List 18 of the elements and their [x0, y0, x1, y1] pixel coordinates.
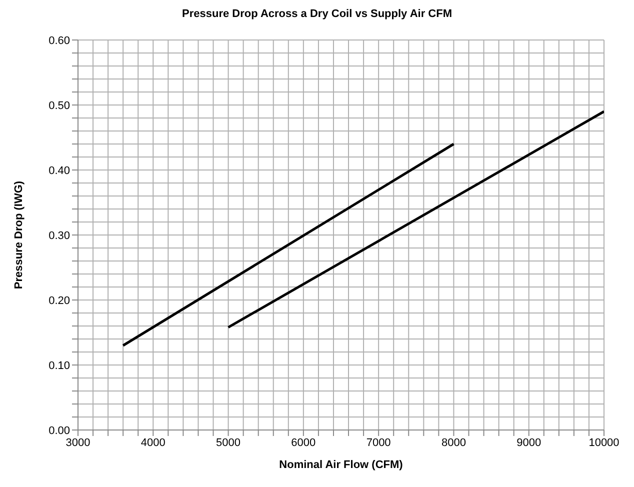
- x-axis-title: Nominal Air Flow (CFM): [279, 459, 404, 471]
- x-tick-label: 10000: [588, 436, 620, 449]
- x-tick-label: 9000: [516, 436, 542, 449]
- y-axis-title: Pressure Drop (IWG): [12, 180, 25, 290]
- x-tick-label: 8000: [441, 436, 466, 449]
- x-tick-label: 5000: [216, 436, 241, 449]
- y-tick-label: 0.10: [48, 360, 70, 372]
- y-tick-label: 0.00: [48, 424, 70, 437]
- chart-title: Pressure Drop Across a Dry Coil vs Supply Air CFM: [181, 8, 453, 22]
- y-tick-label: 0.50: [48, 100, 70, 112]
- y-tick-label: 0.40: [48, 164, 70, 177]
- x-tick-label: 6000: [291, 436, 316, 449]
- x-tick-label: 4000: [140, 436, 166, 449]
- y-tick-label: 0.30: [48, 230, 70, 242]
- x-tick-label: 3000: [66, 436, 90, 449]
- x-tick-label: 7000: [366, 436, 391, 449]
- y-tick-label: 0.60: [48, 34, 70, 47]
- y-tick-label: 0.20: [48, 294, 70, 307]
